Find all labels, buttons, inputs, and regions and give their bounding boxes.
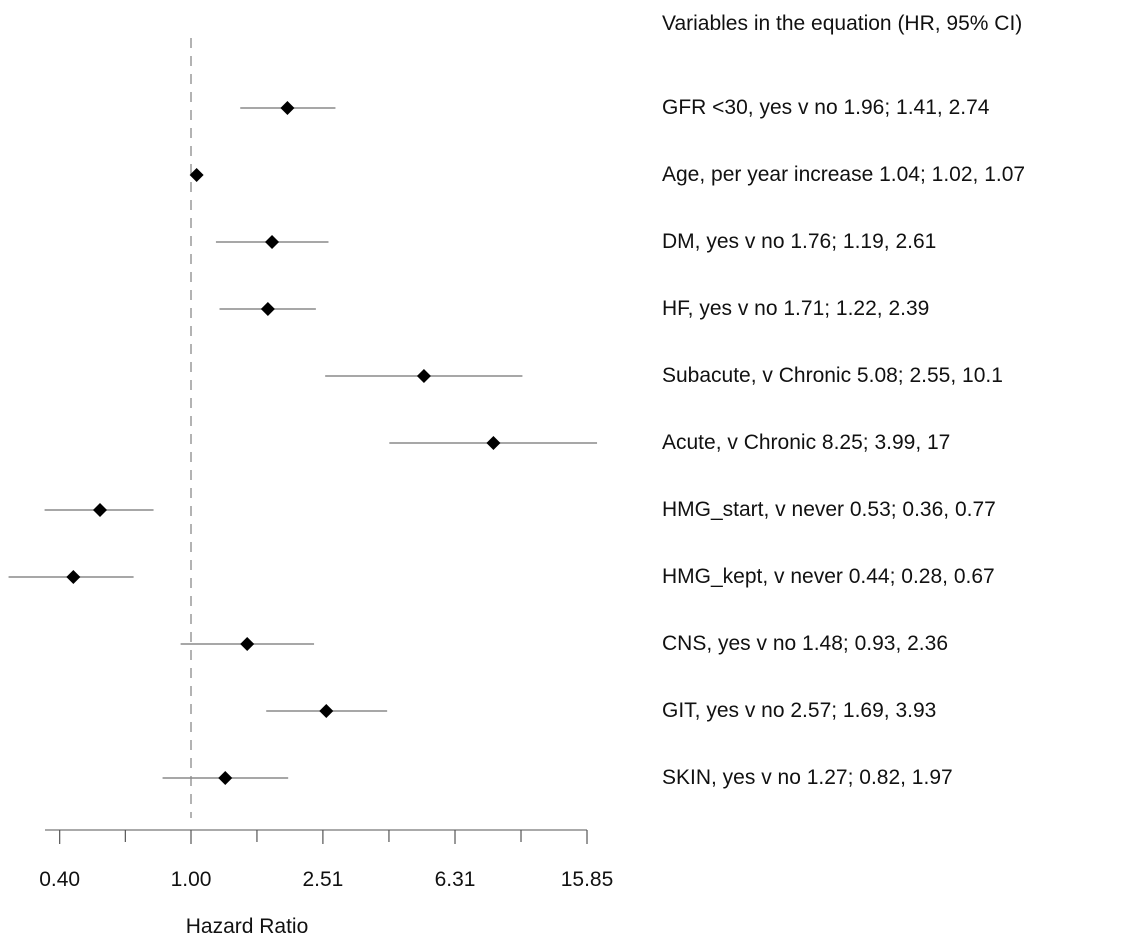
x-tick-label: 2.51: [302, 868, 343, 891]
row-label: DM, yes v no 1.76; 1.19, 2.61: [662, 230, 937, 253]
point-estimate-marker: [260, 302, 275, 316]
point-estimate-marker: [280, 101, 295, 115]
point-estimate-marker: [218, 771, 233, 785]
row-label: HF, yes v no 1.71; 1.22, 2.39: [662, 297, 930, 320]
x-tick-label: 1.00: [171, 868, 212, 891]
x-axis-label: Hazard Ratio: [186, 915, 309, 938]
point-estimate-marker: [240, 637, 255, 651]
point-estimate-marker: [66, 570, 81, 584]
x-tick-label: 15.85: [561, 868, 614, 891]
row-label: SKIN, yes v no 1.27; 0.82, 1.97: [662, 766, 953, 789]
point-estimate-marker: [486, 436, 501, 450]
row-label: Acute, v Chronic 8.25; 3.99, 17: [662, 431, 951, 454]
row-label: GIT, yes v no 2.57; 1.69, 3.93: [662, 699, 937, 722]
point-estimate-marker: [319, 704, 334, 718]
forest-plot: 0.40 1.00 2.51 6.31 15.85 Hazard Ratio: [8, 38, 614, 938]
row-label: Age, per year increase 1.04; 1.02, 1.07: [662, 163, 1026, 186]
row-label: HMG_start, v never 0.53; 0.36, 0.77: [662, 498, 996, 521]
point-estimate-marker: [93, 503, 108, 517]
x-tick-label: 6.31: [435, 868, 476, 891]
row-label: Subacute, v Chronic 5.08; 2.55, 10.1: [662, 364, 1003, 387]
point-estimate-marker: [189, 168, 204, 182]
x-tick-label: 0.40: [39, 868, 80, 891]
confidence-interval-layer: [8, 107, 598, 779]
row-label: HMG_kept, v never 0.44; 0.28, 0.67: [662, 565, 995, 588]
row-label: CNS, yes v no 1.48; 0.93, 2.36: [662, 632, 949, 655]
x-axis: 0.40 1.00 2.51 6.31 15.85: [39, 829, 614, 891]
row-label: GFR <30, yes v no 1.96; 1.41, 2.74: [662, 96, 990, 119]
legend-title: Variables in the equation (HR, 95% CI): [662, 12, 1023, 35]
point-estimate-layer: [66, 101, 501, 785]
point-estimate-marker: [265, 235, 280, 249]
point-estimate-marker: [416, 369, 431, 383]
